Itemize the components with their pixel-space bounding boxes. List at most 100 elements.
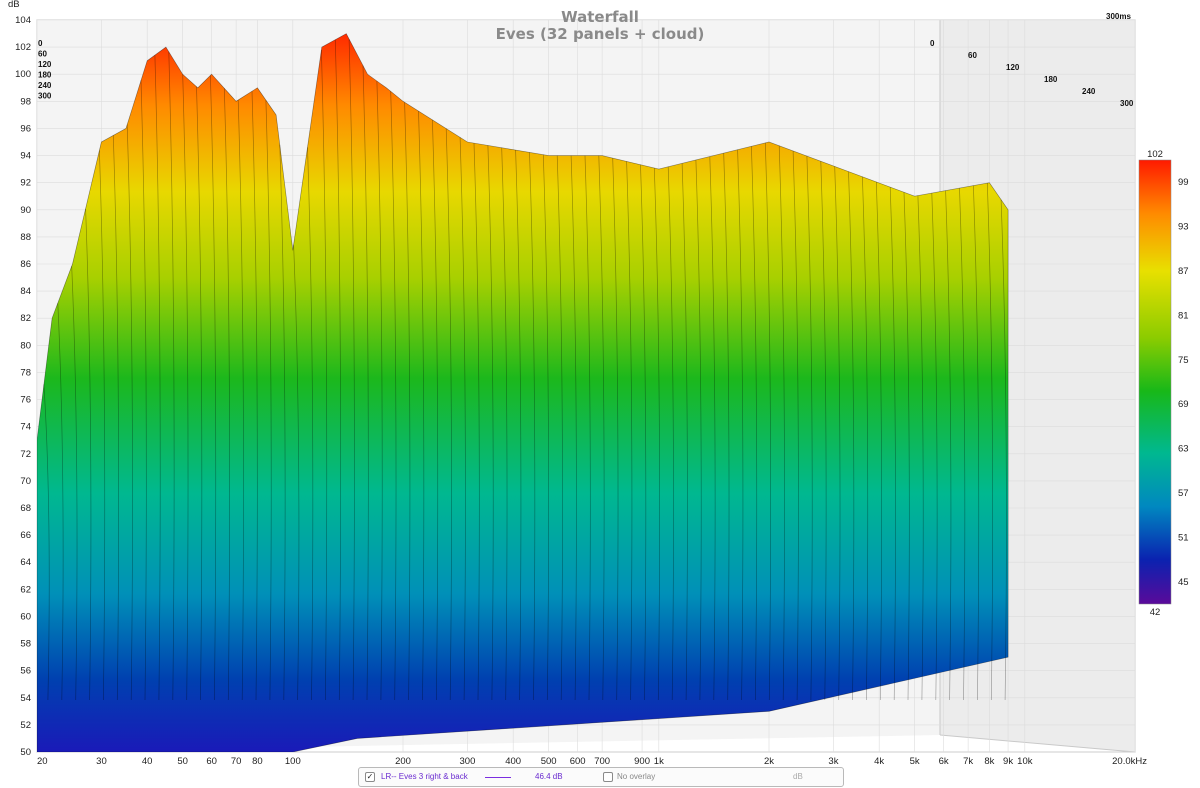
waterfall-slice [723,153,730,701]
waterfall-slice [418,111,425,701]
time-tick-label-left: 120 [38,60,52,69]
waterfall-slice [307,147,314,701]
x-tick-label: 200 [395,756,411,767]
waterfall-slice [626,161,633,701]
series-checkbox[interactable]: ✓ [365,772,375,782]
waterfall-slice [903,192,910,701]
x-tick-label: 20.0kHz [1112,756,1147,767]
waterfall-slice [945,190,952,701]
x-tick-label: 4k [874,756,884,767]
y-tick-label: 100 [15,69,31,80]
waterfall-slice [973,185,980,701]
waterfall-slice [709,156,716,701]
x-tick-label: 300 [460,756,476,767]
y-tick-label: 64 [20,557,31,568]
y-axis-ticks: 50 52 54 56 58 60 62 64 66 68 70 72 74 76 78 80 82 84 86 88… [15,15,31,758]
waterfall-slice [820,161,827,701]
waterfall-slice [237,99,244,701]
waterfall-slice [737,149,744,701]
x-tick-label: 3k [828,756,838,767]
y-axis-unit: dB [8,0,20,10]
x-tick-label: 8k [984,756,994,767]
scale-tick-label: 93 [1178,222,1189,233]
series-label[interactable]: LR-- Eves 3 right & back [381,772,468,781]
waterfall-slice [931,193,938,701]
waterfall-slice [99,150,106,701]
x-tick-label: 2k [764,756,774,767]
scale-tick-label: 81 [1178,310,1189,321]
waterfall-slice [681,163,688,701]
x-tick-label: 50 [177,756,188,767]
x-tick-label: 700 [594,756,610,767]
color-scale-bar [1138,159,1172,605]
chart-subtitle: Eves (32 panels + cloud) [496,25,705,43]
surface-area [37,33,1009,752]
waterfall-slice [764,142,771,701]
waterfall-slice [501,147,508,701]
waterfall-slice [445,128,452,701]
y-tick-label: 68 [20,503,31,514]
y-tick-label: 78 [20,367,31,378]
waterfall-slice [570,155,577,701]
waterfall-slice [210,75,217,701]
time-tick-label-left: 240 [38,81,52,90]
scale-tick-label: 57 [1178,488,1189,499]
waterfall-slice [112,135,119,701]
y-tick-label: 90 [20,205,31,216]
y-tick-label: 94 [20,151,31,162]
waterfall-slice [126,124,133,701]
y-tick-label: 70 [20,476,31,487]
time-axis-unit: 300ms [1106,12,1131,21]
waterfall-slice [778,145,785,701]
scale-tick-label: 102 [1147,149,1163,160]
time-tick-label-left: 0 [38,39,43,48]
scale-tick-label: 69 [1178,399,1189,410]
series-line-swatch [485,777,511,778]
waterfall-slice [154,55,161,701]
time-tick-label-right: 60 [968,51,977,60]
y-tick-label: 50 [20,747,31,758]
time-tick-label-right: 0 [930,39,935,48]
x-tick-label: 5k [910,756,920,767]
waterfall-slice [487,145,494,701]
x-tick-label: 20 [37,756,48,767]
y-tick-label: 102 [15,42,31,53]
waterfall-slice [140,80,147,701]
waterfall-slice [279,144,286,701]
x-tick-label: 70 [231,756,242,767]
waterfall-slice [889,187,896,701]
waterfall-slice [168,51,175,701]
x-tick-label: 7k [963,756,973,767]
y-tick-label: 80 [20,340,31,351]
waterfall-slice [556,155,563,701]
waterfall-slice [584,155,591,701]
waterfall-slice [57,303,64,701]
y-tick-label: 72 [20,449,31,460]
waterfall-slice [293,244,300,701]
overlay-checkbox[interactable] [603,772,613,782]
scale-tick-label: 51 [1178,532,1189,543]
waterfall-slice [376,80,383,701]
waterfall-slice [653,167,660,701]
waterfall-slice [515,149,522,701]
waterfall-slice [85,208,92,701]
waterfall-slice [612,158,619,701]
time-tick-label-left: 300 [38,92,52,101]
waterfall-slice [71,266,78,701]
x-tick-label: 6k [939,756,949,767]
waterfall-slice [986,182,993,701]
y-tick-label: 84 [20,286,31,297]
waterfall-slice [862,176,869,701]
scale-tick-label: 87 [1178,266,1189,277]
time-tick-label-left: 180 [38,71,52,80]
y-tick-label: 96 [20,123,31,134]
y-tick-label: 56 [20,666,31,677]
y-tick-label: 62 [20,584,31,595]
time-tick-label-right: 240 [1082,87,1096,96]
y-tick-label: 98 [20,96,31,107]
waterfall-surface [37,33,1009,752]
overlay-label[interactable]: No overlay [617,772,656,781]
y-tick-label: 54 [20,693,31,704]
x-tick-label: 10k [1017,756,1033,767]
